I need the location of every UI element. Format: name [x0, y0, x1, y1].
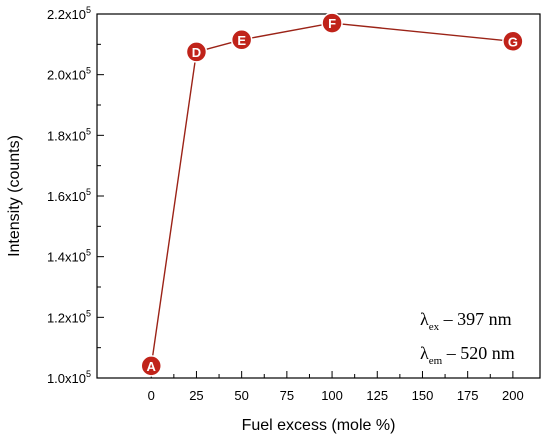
y-axis-title: Intensity (counts) [6, 135, 23, 257]
x-tick-label: 25 [189, 388, 203, 403]
y-tick-label: 1.0x105 [47, 369, 91, 386]
data-point-g: G [502, 30, 524, 53]
data-point-label: D [192, 45, 201, 60]
y-tick-label: 1.6x105 [47, 187, 91, 204]
data-point-label: F [328, 16, 336, 31]
y-tick-label: 2.2x105 [47, 5, 91, 22]
data-point-a: A [140, 355, 162, 377]
x-tick-label: 0 [148, 388, 155, 403]
series: A D E F G [140, 12, 524, 377]
x-tick-label: 150 [412, 388, 434, 403]
y-tick-label: 2.0x105 [47, 66, 91, 83]
data-point-label: G [508, 34, 518, 49]
axes: 0 25 50 75 100 125 150 175 200 1.0x105 1.2x105 1.4x… [47, 5, 541, 403]
data-point-marker [230, 29, 253, 51]
data-point-marker [502, 30, 524, 53]
data-point-marker [140, 355, 162, 377]
y-tick-label: 1.4x105 [47, 248, 91, 265]
data-point-f: F [321, 12, 343, 34]
x-tick-label: 75 [280, 388, 294, 403]
x-tick-label: 100 [321, 388, 343, 403]
data-point-marker [321, 12, 343, 34]
y-tick-label: 1.2x105 [47, 308, 91, 325]
x-tick-label: 200 [502, 388, 524, 403]
data-point-e: E [230, 29, 253, 51]
annotations: λex – 397 nm λem – 520 nm [420, 309, 515, 367]
x-tick-label: 125 [366, 388, 388, 403]
y-tick-label: 1.8x105 [47, 126, 91, 143]
x-tick-label: 50 [234, 388, 248, 403]
x-axis-title: Fuel excess (mole %) [242, 417, 396, 434]
data-point-label: E [237, 33, 246, 48]
data-point-marker [185, 41, 208, 63]
annotation-em: λem – 520 nm [420, 343, 515, 367]
x-tick-label: 175 [457, 388, 479, 403]
data-point-label: A [147, 359, 157, 374]
annotation-ex: λex – 397 nm [420, 309, 512, 333]
data-point-d: D [185, 41, 208, 63]
